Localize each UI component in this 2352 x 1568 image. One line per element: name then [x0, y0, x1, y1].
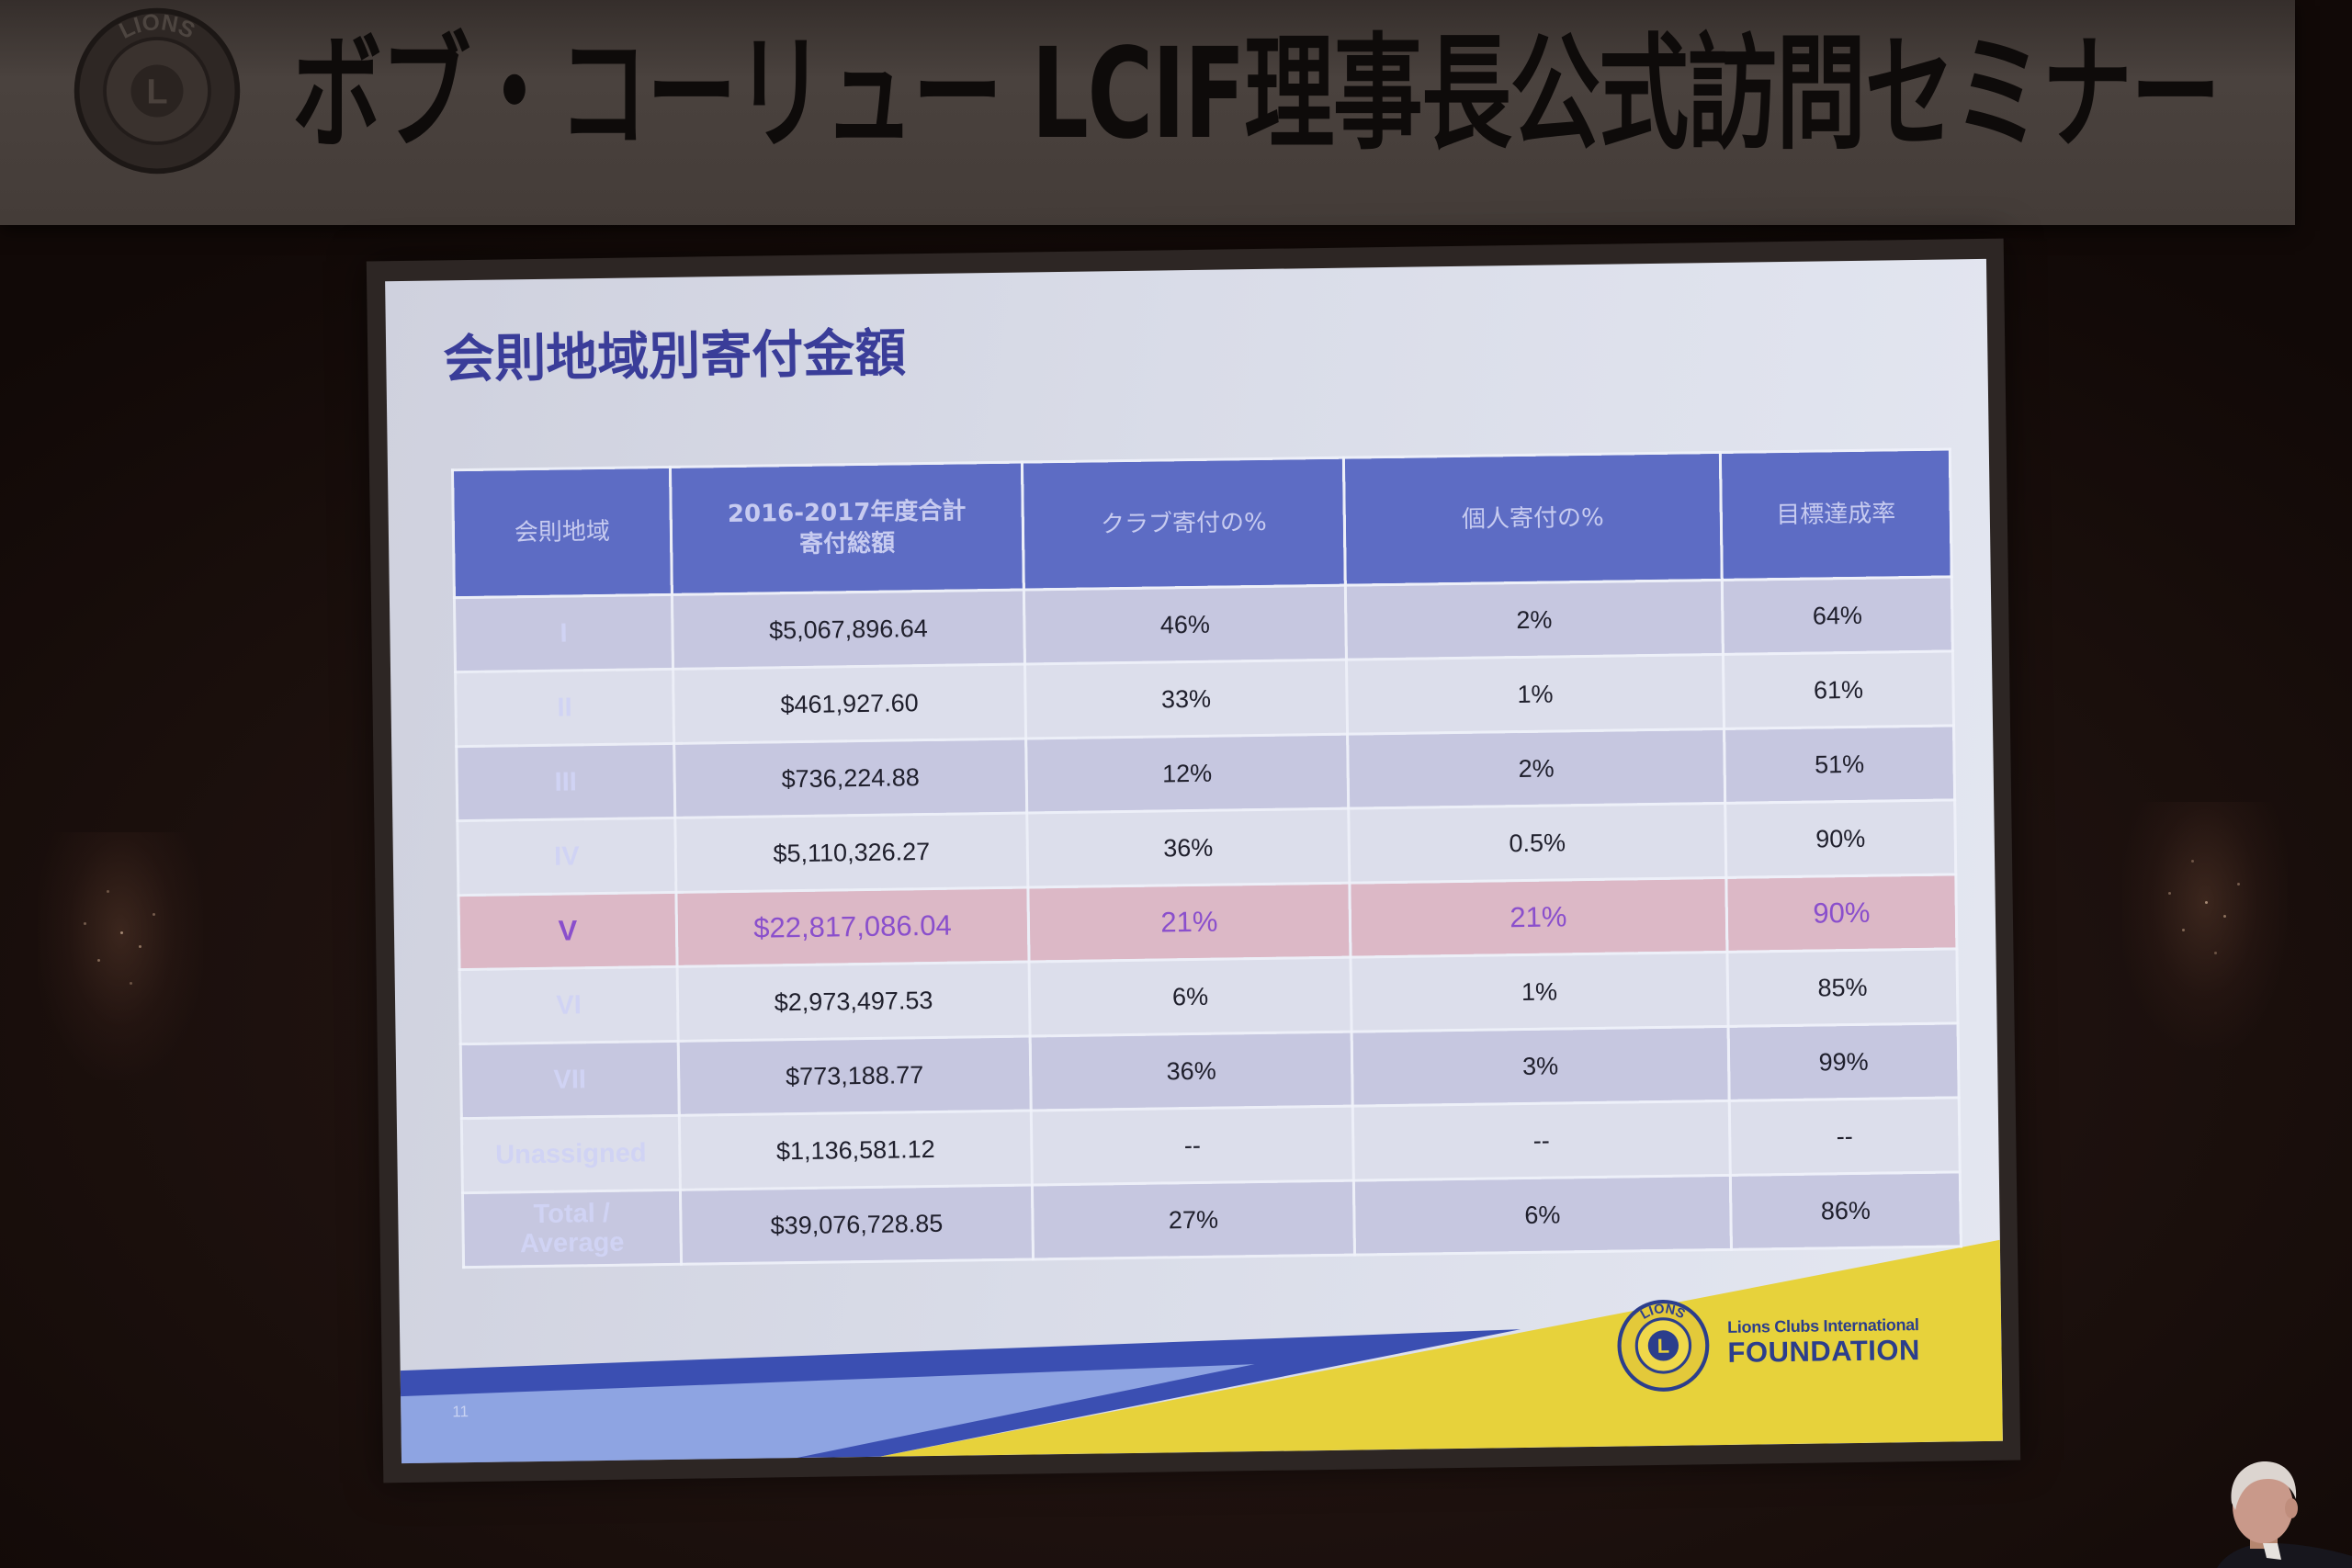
cell-goal-rate: 61%: [1723, 650, 1954, 729]
lions-emblem-icon: LIONS L: [74, 7, 241, 175]
cell-total-donations: $1,136,581.12: [679, 1110, 1033, 1190]
cell-region: IV: [457, 818, 676, 896]
cell-individual-pct: 1%: [1350, 952, 1729, 1032]
header-region: 会則地域: [452, 467, 673, 598]
cell-club-pct: 46%: [1023, 585, 1347, 665]
emblem-ring-text: LIONS: [1638, 1302, 1688, 1323]
cell-individual-pct: 0.5%: [1348, 803, 1726, 884]
donations-by-area-table: 会則地域 2016-2017年度合計 寄付総額 クラブ寄付の% 個人寄付の% 目…: [451, 447, 1962, 1269]
lions-emblem-icon: LIONS L: [1617, 1299, 1710, 1392]
cell-region: Total / Average: [462, 1190, 682, 1268]
footer-yellow-wedge: [879, 1239, 2003, 1457]
svg-text:LIONS: LIONS: [1638, 1302, 1688, 1323]
lcif-logo-title: FOUNDATION: [1727, 1334, 1921, 1369]
cell-total-donations: $22,817,086.04: [675, 887, 1030, 967]
header-club-donation-pct: クラブ寄付の%: [1022, 457, 1346, 591]
cell-individual-pct: 3%: [1351, 1026, 1730, 1107]
cell-individual-pct: 1%: [1346, 654, 1724, 735]
cell-club-pct: --: [1031, 1106, 1354, 1185]
cell-individual-pct: --: [1352, 1100, 1731, 1181]
table-body: I $5,067,896.64 46% 2% 64% II $461,927.6…: [454, 576, 1962, 1268]
cell-total-donations: $2,973,497.53: [677, 962, 1031, 1042]
table-header-row: 会則地域 2016-2017年度合計 寄付総額 クラブ寄付の% 個人寄付の% 目…: [452, 448, 1952, 598]
cell-total-donations: $5,067,896.64: [672, 590, 1025, 670]
cell-total-donations: $5,110,326.27: [674, 813, 1028, 893]
cell-total-donations: $461,927.60: [673, 664, 1026, 744]
cell-goal-rate: 99%: [1728, 1022, 1960, 1101]
cell-goal-rate: 90%: [1725, 874, 1957, 953]
emblem-center-letter: L: [1657, 1335, 1670, 1358]
cell-goal-rate: 64%: [1722, 576, 1953, 655]
header-goal-achievement-rate: 目標達成率: [1720, 448, 1952, 581]
slide-page-number: 11: [452, 1403, 469, 1421]
cell-region: VII: [460, 1041, 680, 1119]
cell-goal-rate: 86%: [1730, 1171, 1962, 1250]
footer-light-blue-band: [401, 1364, 1255, 1464]
cell-individual-pct: 6%: [1353, 1175, 1732, 1256]
cell-club-pct: 12%: [1025, 734, 1349, 814]
banner-title: ボブ・コーリュー LCIF理事長公式訪問セミナー: [292, 26, 2221, 164]
header-total-donations: 2016-2017年度合計 寄付総額: [670, 462, 1024, 595]
banner-title-area: ボブ・コーリュー LCIF理事長公式訪問セミナー: [292, 26, 2286, 164]
cell-total-donations: $773,188.77: [678, 1036, 1032, 1116]
cell-total-donations: $39,076,728.85: [680, 1184, 1034, 1265]
wall-sconce-right: [2122, 802, 2288, 1050]
cell-individual-pct: 2%: [1345, 580, 1724, 660]
cell-goal-rate: 90%: [1724, 799, 1956, 878]
cell-club-pct: 36%: [1030, 1032, 1353, 1111]
speaker-figure: [2217, 1461, 2352, 1568]
slide-footer-decoration: [400, 1239, 2003, 1464]
cell-goal-rate: --: [1729, 1097, 1961, 1176]
presentation-slide: 会則地域別寄付金額 会則地域 2016-2017年度合計 寄付総額 クラブ寄付の…: [385, 258, 2003, 1464]
header-total-line1: 2016-2017年度合計: [727, 497, 967, 529]
seminar-banner: LIONS L ボブ・コーリュー LCIF理事長公式訪問セミナー: [0, 0, 2295, 225]
cell-goal-rate: 85%: [1726, 948, 1959, 1027]
header-individual-donation-pct: 個人寄付の%: [1343, 452, 1723, 586]
cell-region: V: [458, 892, 678, 970]
cell-individual-pct: 2%: [1347, 728, 1725, 809]
cell-total-donations: $736,224.88: [673, 739, 1027, 818]
header-total-line2: 寄付総額: [798, 529, 896, 558]
cell-region: Unassigned: [461, 1115, 681, 1193]
cell-club-pct: 36%: [1026, 808, 1350, 888]
cell-club-pct: 21%: [1027, 883, 1351, 963]
cell-region-label: Total / Average: [519, 1198, 625, 1258]
table-header: 会則地域 2016-2017年度合計 寄付総額 クラブ寄付の% 個人寄付の% 目…: [452, 448, 1952, 598]
cell-region: III: [456, 743, 675, 821]
cell-club-pct: 6%: [1029, 957, 1352, 1037]
lcif-logo-wordmark: Lions Clubs International FOUNDATION: [1727, 1314, 1920, 1369]
cell-region: I: [454, 594, 673, 672]
cell-goal-rate: 51%: [1724, 725, 1955, 804]
wall-sconce-left: [38, 832, 203, 1080]
cell-club-pct: 33%: [1024, 660, 1348, 739]
cell-individual-pct: 21%: [1349, 877, 1727, 958]
cell-region: II: [455, 669, 674, 747]
emblem-center-letter: L: [146, 73, 167, 111]
cell-club-pct: 27%: [1032, 1180, 1355, 1259]
cell-region: VI: [459, 966, 679, 1044]
projection-screen: 会則地域別寄付金額 会則地域 2016-2017年度合計 寄付総額 クラブ寄付の…: [366, 238, 2021, 1483]
